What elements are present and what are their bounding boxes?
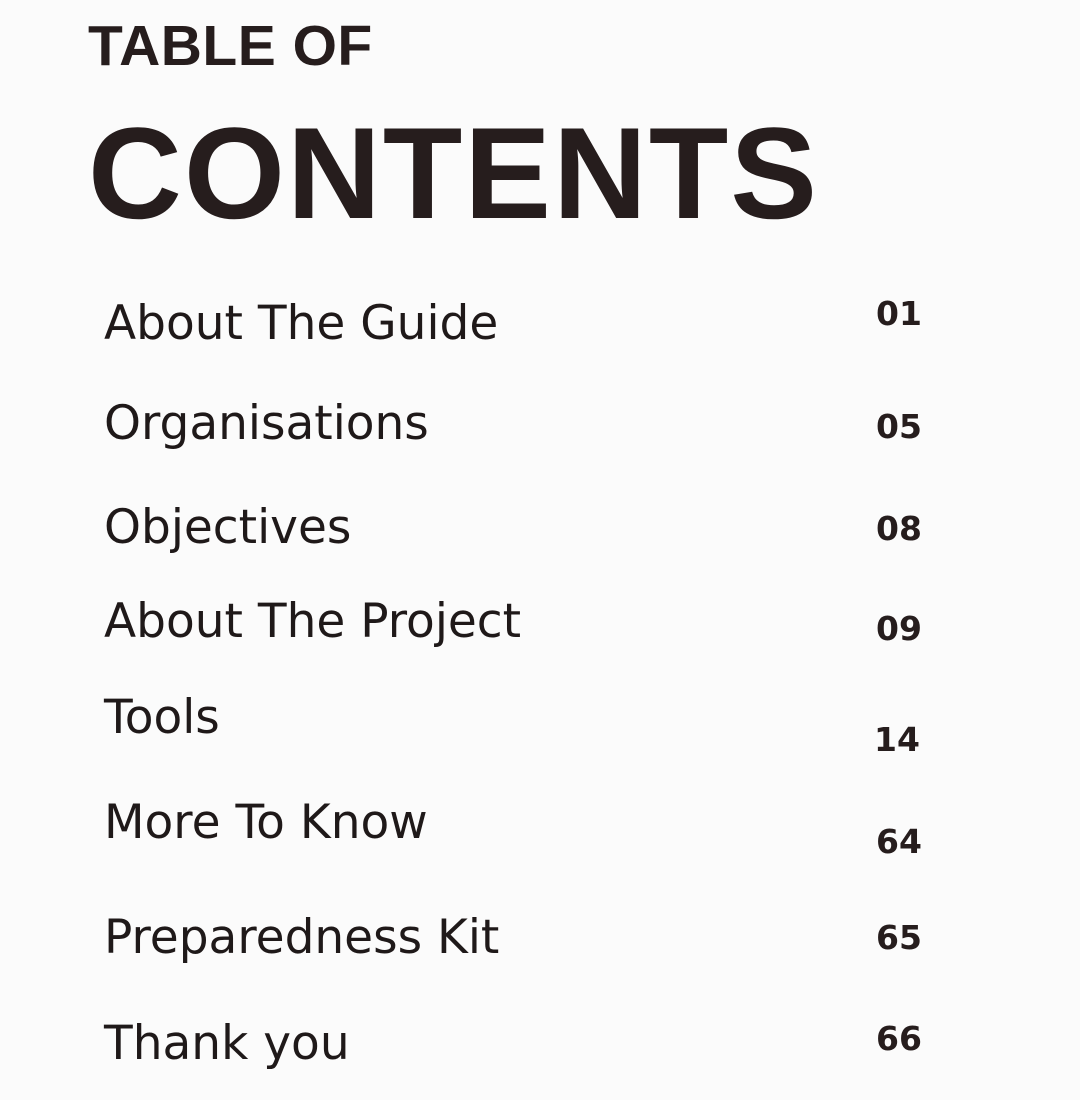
toc-entry-page-number: 08 — [876, 509, 922, 548]
toc-entry-label: Tools — [104, 690, 220, 745]
toc-entry-label: More To Know — [104, 795, 428, 850]
toc-entry-objectives[interactable]: Objectives 08 — [0, 504, 1080, 584]
toc-entry-label: Organisations — [104, 396, 429, 451]
toc-entry-page-number: 64 — [876, 822, 922, 861]
toc-entry-preparedness-kit[interactable]: Preparedness Kit 65 — [0, 914, 1080, 994]
toc-entry-about-the-project[interactable]: About The Project 09 — [0, 598, 1080, 678]
toc-entry-label: About The Project — [104, 594, 522, 649]
toc-entry-label: Preparedness Kit — [104, 910, 500, 965]
toc-entry-about-the-guide[interactable]: About The Guide 01 — [0, 294, 1080, 380]
toc-entry-page-number: 66 — [876, 1019, 922, 1058]
toc-entry-page-number: 05 — [876, 407, 922, 446]
title-line-1: TABLE OF — [88, 14, 373, 78]
toc-entry-thank-you[interactable]: Thank you 66 — [0, 1020, 1080, 1100]
toc-entry-more-to-know[interactable]: More To Know 64 — [0, 799, 1080, 879]
toc-entry-page-number: 09 — [876, 609, 922, 648]
title-line-2: CONTENTS — [88, 100, 819, 246]
toc-entry-page-number: 65 — [876, 918, 922, 957]
toc-entry-tools[interactable]: Tools 14 — [0, 694, 1080, 774]
toc-entry-organisations[interactable]: Organisations 05 — [0, 400, 1080, 480]
toc-entry-page-number: 01 — [876, 294, 922, 333]
toc-entry-page-number: 14 — [874, 720, 920, 759]
toc-entry-label: Thank you — [104, 1016, 350, 1071]
toc-entry-label: About The Guide — [104, 296, 499, 351]
toc-entry-label: Objectives — [104, 500, 352, 555]
